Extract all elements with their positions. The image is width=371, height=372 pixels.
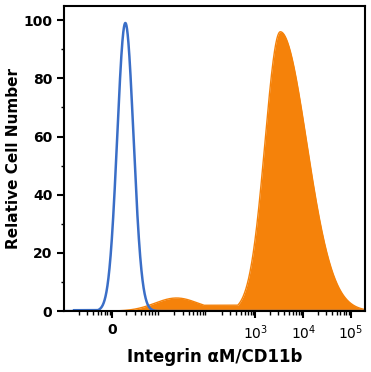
Y-axis label: Relative Cell Number: Relative Cell Number — [6, 68, 20, 249]
X-axis label: Integrin αM/CD11b: Integrin αM/CD11b — [127, 349, 302, 366]
